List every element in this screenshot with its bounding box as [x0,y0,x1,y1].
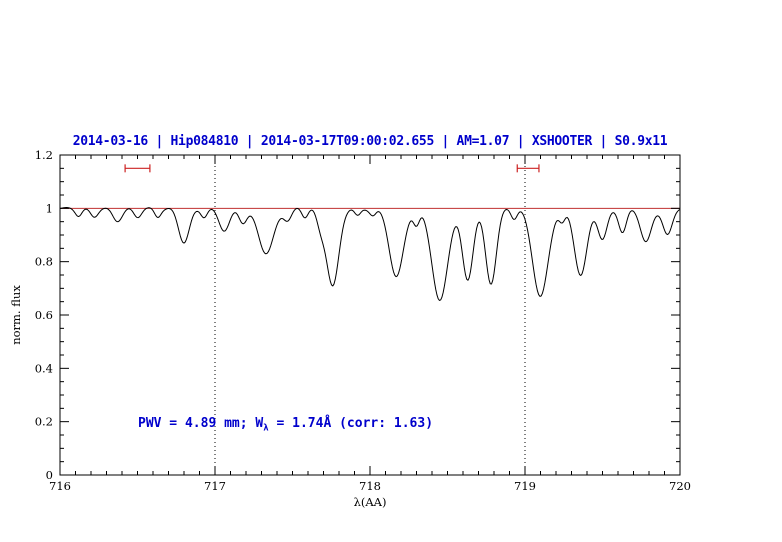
y-tick-label: 0 [46,468,53,482]
y-tick-label: 0.6 [35,308,53,322]
pwv-annotation: PWV = 4.89 mm; Wλ = 1.74Å (corr: 1.63) [138,416,433,434]
x-tick-label: 718 [359,479,381,493]
range-markers [124,164,540,173]
x-tick-label: 716 [49,479,71,493]
y-tick-label: 1.2 [35,148,53,162]
y-tick-label: 1 [46,201,53,215]
y-tick-label: 0.8 [35,255,53,269]
pwv-annotation-suffix: = 1.74Å (corr: 1.63) [268,416,434,431]
y-axis-tick-labels: 0 0.2 0.4 0.6 0.8 1 1.2 [35,148,53,482]
spectrum-curve [59,207,681,301]
x-tick-label: 720 [669,479,691,493]
x-axis-label: λ(AA) [354,495,387,509]
x-tick-label: 719 [514,479,536,493]
plot-title-text: 2014-03-16 | Hip084810 | 2014-03-17T09:0… [72,134,668,149]
y-tick-label: 0.2 [35,415,53,429]
x-axis-tick-labels: 716 717 718 719 720 [49,479,691,493]
pwv-annotation-prefix: PWV = 4.89 mm; W [138,416,264,431]
plot-title: 2014-03-16 | Hip084810 | 2014-03-17T09:0… [60,134,680,149]
x-tick-label: 717 [204,479,226,493]
dotted-gridlines [214,155,526,475]
y-axis-label: norm. flux [9,285,23,345]
y-axis-ticks [60,154,680,476]
pwv-annotation-subscript: λ [263,423,269,434]
x-axis-ticks [59,155,681,475]
y-tick-label: 0.4 [35,361,53,375]
